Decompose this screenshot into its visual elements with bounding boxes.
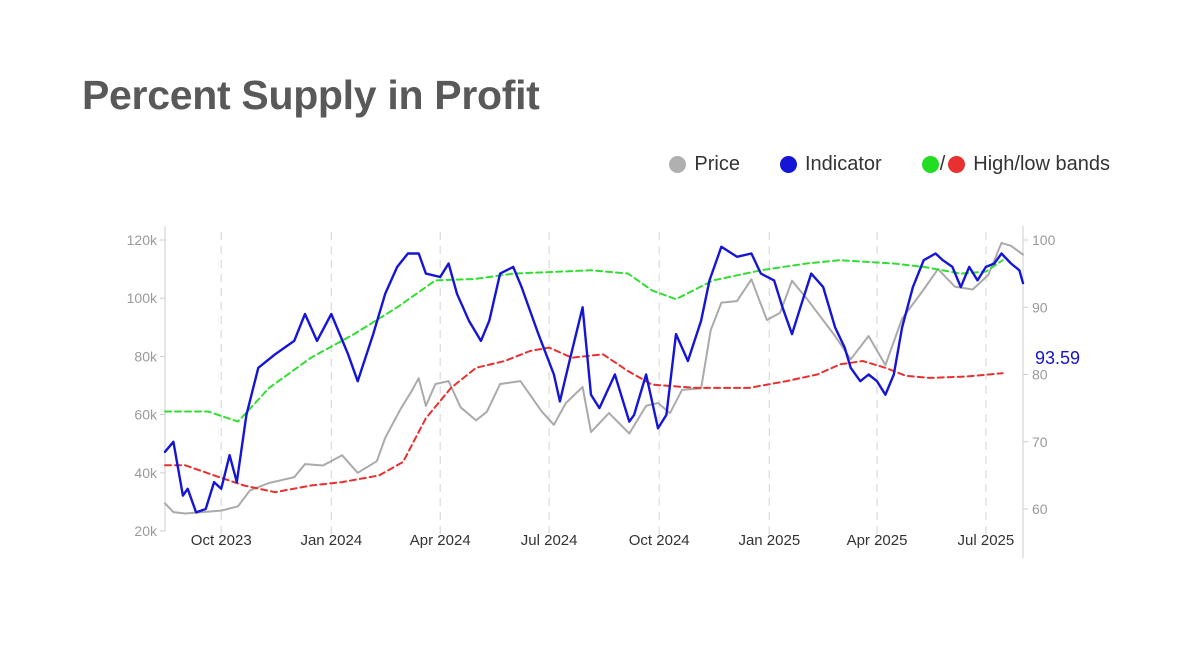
- x-tick-label: Oct 2024: [629, 532, 690, 549]
- legend-high-band-dot-icon: [921, 156, 939, 173]
- legend-bands-label: High/low bands: [973, 153, 1110, 175]
- series-line-high-band: [164, 259, 1004, 423]
- x-tick-label: Apr 2025: [847, 532, 908, 549]
- legend-item-bands[interactable]: / High/low bands: [921, 153, 1110, 176]
- legend-indicator-dot-icon: [779, 156, 797, 173]
- chart-title: Percent Supply in Profit: [82, 72, 540, 118]
- legend-price-dot-icon: [669, 156, 687, 173]
- legend-bands-separator: /: [939, 153, 946, 175]
- legend-low-band-dot-icon: [948, 156, 966, 173]
- y-right-tick-label: 80: [1032, 367, 1048, 383]
- legend-indicator-label: Indicator: [804, 153, 882, 175]
- y-left-tick-label: 120k: [127, 232, 158, 248]
- indicator-last-value-label: 93.59: [1035, 348, 1080, 368]
- y-left-tick-label: 100k: [127, 290, 158, 306]
- y-left-tick-label: 80k: [134, 348, 158, 364]
- series-line-price: [164, 241, 1024, 515]
- legend-item-indicator[interactable]: Indicator: [779, 153, 882, 176]
- x-tick-label: Apr 2024: [410, 532, 471, 549]
- y-right-tick-label: 60: [1032, 501, 1048, 517]
- y-left-tick-label: 60k: [134, 407, 158, 423]
- x-tick-label: Jan 2024: [300, 532, 362, 549]
- y-left-tick-label: 20k: [134, 523, 158, 539]
- series-line-indicator: [163, 245, 1025, 514]
- x-tick-label: Oct 2023: [191, 532, 252, 549]
- series-line-low-band: [164, 346, 1004, 494]
- x-tick-label: Jan 2025: [738, 532, 800, 549]
- chart-legend: Price Indicator / High/low bands: [629, 153, 1110, 176]
- x-tick-label: Jul 2024: [521, 532, 578, 549]
- y-right-tick-label: 70: [1032, 434, 1048, 450]
- y-right-tick-label: 100: [1032, 232, 1056, 248]
- y-left-tick-label: 40k: [134, 465, 158, 481]
- legend-price-label: Price: [694, 153, 740, 175]
- legend-item-price[interactable]: Price: [669, 153, 740, 176]
- x-tick-label: Jul 2025: [958, 532, 1015, 549]
- y-right-tick-label: 90: [1032, 299, 1048, 315]
